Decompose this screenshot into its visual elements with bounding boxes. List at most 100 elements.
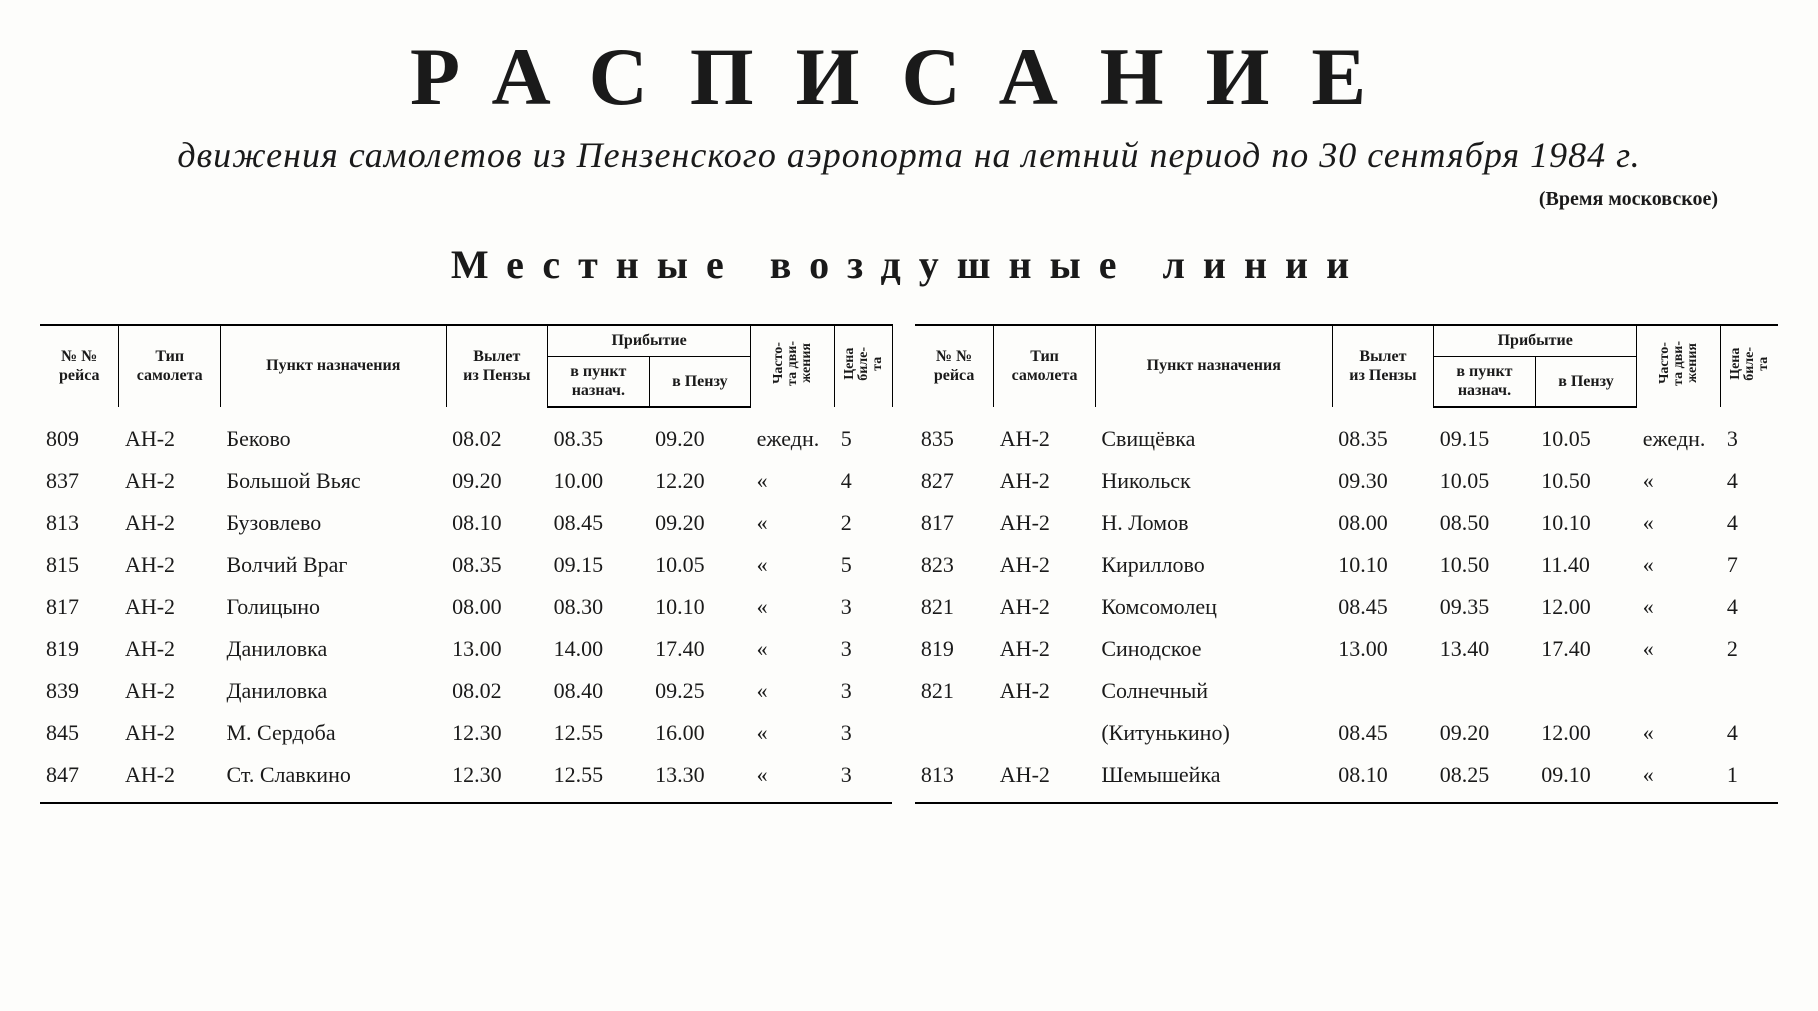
hdr-arrival-penza-left: в Пензу [649,357,751,407]
gap [892,544,915,586]
cell-frequency: « [1637,502,1721,544]
cell-arrival-penza: 17.40 [1535,628,1637,670]
cell-price: 2 [1721,628,1778,670]
cell-arrival-penza: 09.20 [649,407,751,460]
cell-frequency: « [1637,712,1721,754]
cell-price: 7 [1721,544,1778,586]
cell-flight-no: 823 [915,544,994,586]
cell-aircraft: АН-2 [119,586,221,628]
cell-aircraft: АН-2 [119,754,221,803]
cell-departure: 13.00 [446,628,548,670]
cell-flight-no: 847 [40,754,119,803]
cell-destination: (Китунькино) [1095,712,1332,754]
cell-arrival-dest: 08.30 [548,586,650,628]
cell-arrival-dest: 08.50 [1434,502,1536,544]
cell-arrival-penza: 10.05 [1535,407,1637,460]
cell-departure: 09.30 [1332,460,1434,502]
table-row: 809АН-2Беково08.0208.3509.20ежедн.5835АН… [40,407,1778,460]
cell-frequency: ежедн. [751,407,835,460]
cell-departure: 08.10 [446,502,548,544]
cell-arrival-dest: 10.00 [548,460,650,502]
table-row: 815АН-2Волчий Враг08.3509.1510.05«5823АН… [40,544,1778,586]
cell-price: 1 [1721,754,1778,803]
cell-arrival-penza: 17.40 [649,628,751,670]
cell-arrival-penza [1535,670,1637,712]
cell-arrival-penza: 12.20 [649,460,751,502]
hdr-flight-no-left: № №рейса [40,325,119,407]
cell-price [1721,670,1778,712]
cell-arrival-penza: 09.20 [649,502,751,544]
cell-frequency: « [751,502,835,544]
cell-arrival-dest: 08.35 [548,407,650,460]
cell-price: 5 [835,407,893,460]
cell-destination: Даниловка [220,670,446,712]
hdr-frequency-left: Часто-та дви-жения [751,325,835,407]
cell-flight-no: 821 [915,670,994,712]
gap [892,712,915,754]
cell-aircraft: АН-2 [119,544,221,586]
cell-departure: 08.35 [1332,407,1434,460]
hdr-arrival-group-right: Прибытие [1434,325,1637,357]
cell-flight-no: 821 [915,586,994,628]
hdr-departure-left: Вылетиз Пензы [446,325,548,407]
cell-destination: Свищёвка [1095,407,1332,460]
cell-price: 4 [1721,712,1778,754]
table-row: 847АН-2Ст. Славкино12.3012.5513.30«3813А… [40,754,1778,803]
cell-flight-no: 813 [915,754,994,803]
cell-arrival-dest: 08.40 [548,670,650,712]
cell-price: 4 [835,460,893,502]
cell-arrival-penza: 11.40 [1535,544,1637,586]
cell-flight-no [915,712,994,754]
cell-aircraft [994,712,1096,754]
cell-price: 4 [1721,502,1778,544]
cell-aircraft: АН-2 [994,628,1096,670]
hdr-departure-right: Вылетиз Пензы [1332,325,1434,407]
cell-frequency [1637,670,1721,712]
hdr-arrival-penza-right: в Пензу [1535,357,1637,407]
cell-price: 3 [835,754,893,803]
timezone-note: (Время московское) [40,188,1718,211]
cell-arrival-penza: 12.00 [1535,586,1637,628]
gap [892,670,915,712]
cell-departure: 12.30 [446,754,548,803]
cell-aircraft: АН-2 [119,502,221,544]
cell-arrival-dest: 10.05 [1434,460,1536,502]
cell-arrival-dest: 12.55 [548,712,650,754]
gap [892,460,915,502]
cell-departure: 08.35 [446,544,548,586]
hdr-flight-no-right: № №рейса [915,325,994,407]
subtitle: движения самолетов из Пензенского аэропо… [40,134,1778,176]
cell-aircraft: АН-2 [994,460,1096,502]
cell-arrival-penza: 09.25 [649,670,751,712]
cell-aircraft: АН-2 [994,544,1096,586]
gap [892,407,915,460]
table-row: 845АН-2М. Сердоба12.3012.5516.00«3(Китун… [40,712,1778,754]
cell-departure: 08.02 [446,407,548,460]
cell-destination: М. Сердоба [220,712,446,754]
cell-destination: Кириллово [1095,544,1332,586]
cell-arrival-dest: 10.50 [1434,544,1536,586]
cell-destination: Большой Вьяс [220,460,446,502]
cell-frequency: « [1637,754,1721,803]
hdr-arrival-dest-right: в пунктназнач. [1434,357,1536,407]
cell-frequency: « [751,628,835,670]
cell-flight-no: 845 [40,712,119,754]
cell-arrival-penza: 10.10 [649,586,751,628]
cell-aircraft: АН-2 [119,407,221,460]
hdr-price-right: Ценабиле-та [1721,325,1778,407]
cell-arrival-dest: 13.40 [1434,628,1536,670]
cell-departure: 08.45 [1332,712,1434,754]
cell-price: 2 [835,502,893,544]
cell-price: 3 [835,670,893,712]
cell-flight-no: 827 [915,460,994,502]
cell-flight-no: 813 [40,502,119,544]
cell-flight-no: 837 [40,460,119,502]
cell-flight-no: 815 [40,544,119,586]
cell-arrival-penza: 12.00 [1535,712,1637,754]
cell-arrival-dest [1434,670,1536,712]
hdr-destination-right: Пункт назначения [1095,325,1332,407]
cell-departure: 08.02 [446,670,548,712]
cell-aircraft: АН-2 [994,586,1096,628]
gap-col [892,325,915,407]
cell-price: 3 [1721,407,1778,460]
